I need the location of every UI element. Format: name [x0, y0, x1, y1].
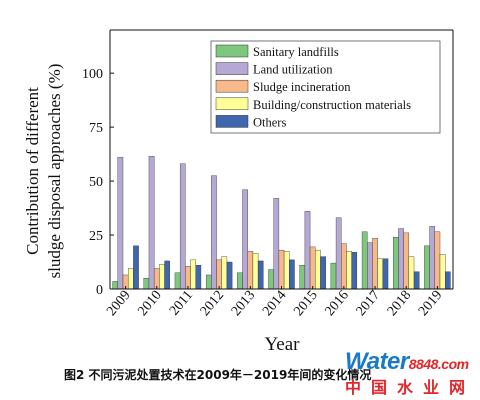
- bar-sanitary-landfills-2014: [268, 269, 274, 290]
- x-axis-label: Year: [264, 334, 300, 355]
- figure-caption: 图2 不同污泥处置技术在2009年－2019年间的变化情况: [64, 368, 372, 382]
- bar-building-construction-materials-2013: [252, 253, 259, 290]
- bar-building-construction-materials-2011: [190, 259, 196, 290]
- bar-building-construction-materials-2010: [159, 263, 165, 290]
- bar-land-utilization-2011: [179, 163, 186, 290]
- bar-sludge-incineration-2010: [153, 268, 160, 290]
- bars-group: [112, 156, 451, 290]
- bar-sanitary-landfills-2016: [330, 262, 337, 290]
- legend: Sanitary landfills Land utilization Sludge…: [210, 40, 441, 134]
- bar-others-2010: [164, 260, 170, 290]
- bar-building-construction-materials-2009: [127, 268, 134, 290]
- bar-others-2015: [320, 256, 326, 290]
- x-tick-label-2009: 2009: [104, 288, 133, 319]
- legend-label: Building/construction materials: [253, 98, 411, 112]
- bar-building-construction-materials-2015: [315, 249, 321, 290]
- bar-others-2014: [289, 259, 295, 290]
- bar-others-2009: [133, 245, 139, 290]
- bar-building-construction-materials-2014: [283, 251, 290, 290]
- bar-building-construction-materials-2019: [439, 254, 446, 290]
- bar-others-2016: [351, 252, 358, 290]
- bar-building-construction-materials-2016: [346, 251, 352, 290]
- bar-land-utilization-2009: [117, 157, 124, 290]
- y-axis-label-line2: sludge disposal approaches (%): [45, 64, 64, 279]
- bar-sludge-incineration-2017: [372, 238, 378, 290]
- bar-sanitary-landfills-2019: [424, 245, 430, 290]
- legend-box: [210, 40, 441, 134]
- bar-land-utilization-2019: [429, 226, 436, 290]
- bar-others-2019: [445, 271, 451, 290]
- bar-sanitary-landfills-2017: [361, 231, 368, 290]
- watermark-logo-top: Water8848.com: [345, 348, 469, 375]
- bar-sanitary-landfills-2011: [174, 272, 181, 290]
- legend-label: Sludge incineration: [253, 80, 351, 94]
- bar-sanitary-landfills-2015: [299, 265, 306, 290]
- bar-sanitary-landfills-2018: [393, 236, 399, 290]
- bar-sludge-incineration-2014: [278, 249, 285, 290]
- legend-swatch: [215, 115, 249, 128]
- bar-sanitary-landfills-2012: [205, 274, 212, 290]
- bar-sludge-incineration-2012: [216, 259, 222, 290]
- legend-label: Sanitary landfills: [253, 45, 339, 59]
- bar-land-utilization-2016: [335, 217, 342, 290]
- bar-land-utilization-2017: [367, 242, 373, 290]
- x-tick-label-2013: 2013: [229, 288, 258, 319]
- x-tick-label-2016: 2016: [322, 288, 351, 319]
- x-tick-label-2011: 2011: [167, 288, 196, 319]
- bar-sanitary-landfills-2013: [237, 272, 243, 290]
- bar-others-2018: [413, 271, 420, 290]
- bar-sludge-incineration-2013: [247, 251, 254, 290]
- x-tick-label-2014: 2014: [260, 288, 289, 319]
- y-tick-label: 100: [82, 67, 103, 82]
- bar-land-utilization-2015: [304, 211, 311, 290]
- x-tick-label-2010: 2010: [135, 288, 164, 319]
- bar-sanitary-landfills-2010: [143, 278, 150, 290]
- x-tick-label-2018: 2018: [385, 288, 414, 319]
- watermark-logo-bottom: 中国水业网: [345, 378, 476, 397]
- legend-swatch: [215, 79, 249, 93]
- x-tick-label-2012: 2012: [198, 288, 227, 319]
- legend-label: Others: [253, 115, 286, 129]
- legend-swatch: [215, 44, 249, 58]
- bar-building-construction-materials-2018: [408, 256, 415, 290]
- bar-land-utilization-2013: [242, 189, 248, 290]
- bar-sanitary-landfills-2009: [112, 281, 118, 290]
- bar-land-utilization-2012: [211, 175, 217, 290]
- x-tick-label-2017: 2017: [354, 288, 383, 319]
- watermark: Water8848.com 中国水业网: [345, 348, 476, 397]
- legend-swatch: [215, 97, 249, 111]
- x-tick-label-2019: 2019: [416, 288, 445, 319]
- bar-land-utilization-2018: [398, 228, 404, 290]
- y-tick-label: 0: [96, 283, 103, 298]
- legend-swatch: [215, 62, 249, 75]
- x-tick-label-2015: 2015: [291, 288, 320, 319]
- bar-others-2012: [226, 261, 233, 290]
- y-tick-label: 25: [89, 229, 103, 244]
- bar-building-construction-materials-2017: [377, 258, 384, 290]
- bar-building-construction-materials-2012: [221, 256, 228, 290]
- bar-others-2011: [195, 265, 202, 290]
- bar-others-2013: [257, 260, 264, 290]
- bar-others-2017: [382, 258, 389, 290]
- bar-sludge-incineration-2015: [309, 246, 316, 290]
- bar-sludge-incineration-2016: [341, 243, 347, 290]
- y-tick-label: 50: [89, 175, 103, 190]
- bar-land-utilization-2014: [273, 198, 280, 290]
- bar-land-utilization-2010: [148, 156, 155, 290]
- bar-sludge-incineration-2018: [403, 232, 410, 290]
- bar-sludge-incineration-2011: [185, 266, 191, 290]
- y-axis-label-line1: Contribution of different: [23, 87, 42, 255]
- y-tick-label: 75: [89, 121, 103, 136]
- legend-label: Land utilization: [253, 63, 333, 77]
- bar-sludge-incineration-2019: [434, 231, 441, 290]
